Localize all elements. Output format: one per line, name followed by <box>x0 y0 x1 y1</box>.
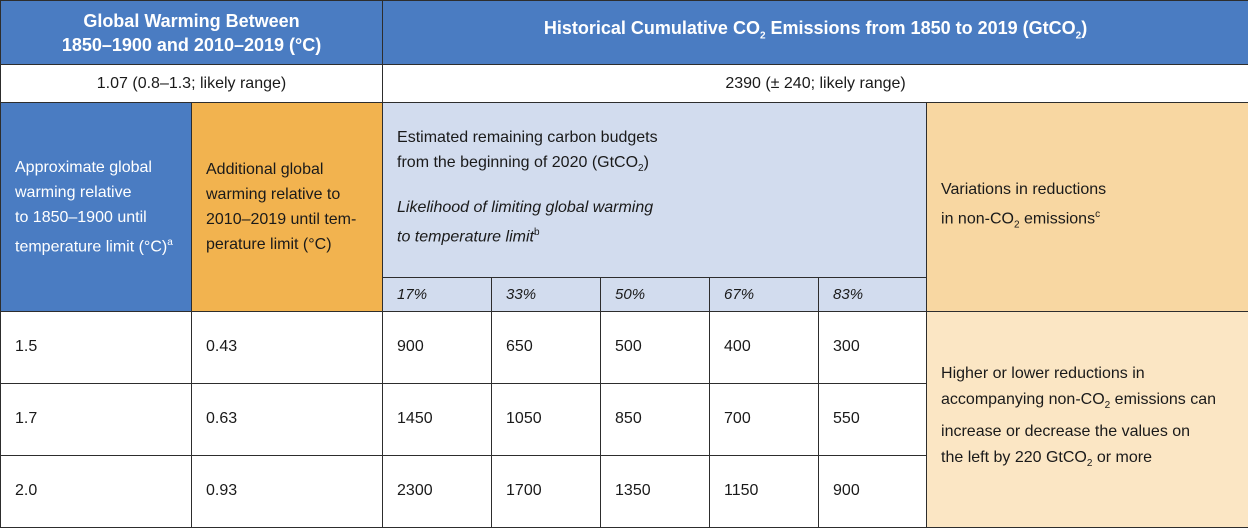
additional-warming-value: 0.43 <box>190 310 384 384</box>
global-warming-header: Global Warming Between 1850–1900 and 201… <box>0 0 384 66</box>
cumulative-emissions-value: 2390 (± 240; likely range) <box>382 64 1248 104</box>
budget-value: 2300 <box>382 454 493 528</box>
table-row: 1.5 0.43 900 650 500 400 300 Higher or l… <box>0 310 1248 528</box>
additional-warming-value: 0.93 <box>190 454 384 528</box>
table-row: 1.7 0.63 1450 1050 850 700 550 <box>0 382 1248 456</box>
likelihood-17: 17% <box>382 276 493 312</box>
budget-value: 1150 <box>709 454 820 528</box>
additional-warming-column-header: Additional global warming relative to 20… <box>190 102 384 312</box>
additional-warming-value: 0.63 <box>190 382 384 456</box>
budget-value: 900 <box>382 310 493 384</box>
budget-value: 850 <box>600 382 711 456</box>
likelihood-83: 83% <box>818 276 928 312</box>
table-row: 2.0 0.93 2300 1700 1350 1150 900 <box>0 454 1248 528</box>
budget-value: 1050 <box>491 382 602 456</box>
likelihood-33: 33% <box>491 276 602 312</box>
likelihood-67: 67% <box>709 276 820 312</box>
budget-value: 1700 <box>491 454 602 528</box>
budget-value: 300 <box>818 310 928 384</box>
approx-warming-column-header: Approximate global warming relative to 1… <box>0 102 192 312</box>
budget-value: 550 <box>818 382 928 456</box>
approx-warming-value: 2.0 <box>0 454 192 528</box>
budget-value: 900 <box>818 454 928 528</box>
global-warming-value: 1.07 (0.8–1.3; likely range) <box>0 64 384 104</box>
budget-value: 1450 <box>382 382 493 456</box>
budget-value: 1350 <box>600 454 711 528</box>
approx-warming-value: 1.5 <box>0 310 192 384</box>
budget-value: 500 <box>600 310 711 384</box>
cumulative-emissions-header: Historical Cumulative CO2 Emissions from… <box>382 0 1248 66</box>
budget-value: 700 <box>709 382 820 456</box>
budget-value: 400 <box>709 310 820 384</box>
variations-note: Higher or lower reductions in accompanyi… <box>926 310 1248 528</box>
approx-warming-value: 1.7 <box>0 382 192 456</box>
budget-value: 650 <box>491 310 602 384</box>
variations-column-header: Variations in reductions in non-CO2 emis… <box>926 102 1248 312</box>
remaining-budget-header: Estimated remaining carbon budgets from … <box>382 102 928 278</box>
likelihood-50: 50% <box>600 276 711 312</box>
